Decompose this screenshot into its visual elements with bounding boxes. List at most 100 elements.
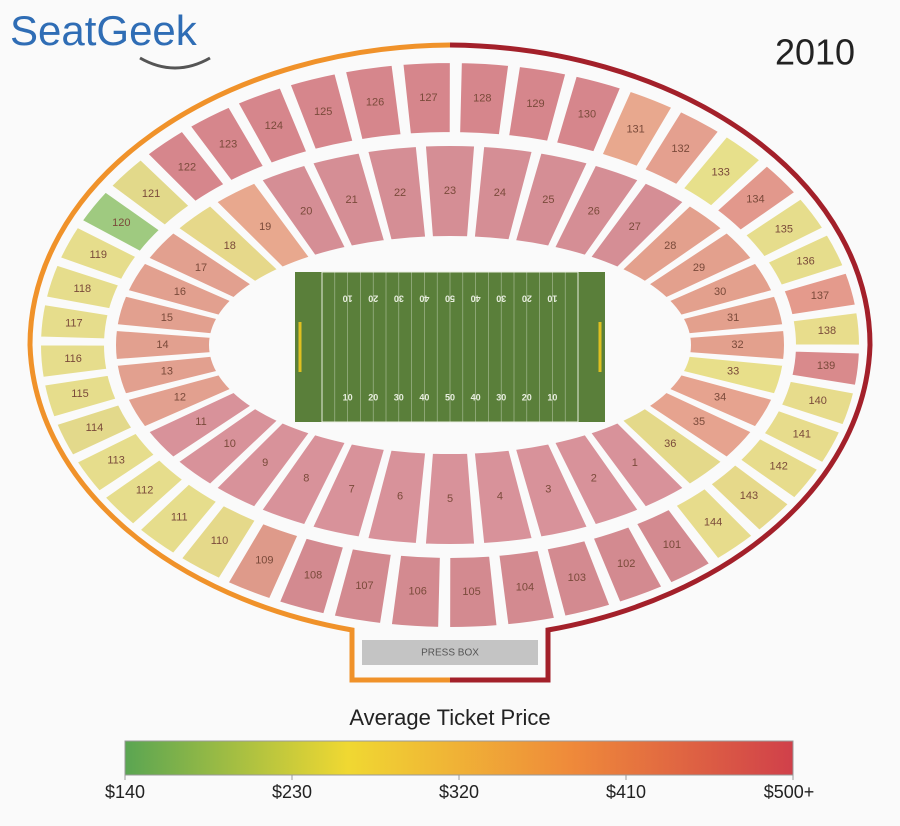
yard-number: 10: [547, 294, 557, 304]
section[interactable]: [179, 503, 258, 581]
section[interactable]: [681, 134, 762, 208]
section[interactable]: [472, 448, 534, 546]
section-label: 141: [793, 429, 811, 441]
section[interactable]: [591, 525, 664, 604]
section-label: 120: [112, 217, 130, 229]
section[interactable]: [688, 328, 786, 362]
section[interactable]: [552, 433, 641, 527]
section[interactable]: [762, 408, 842, 465]
section[interactable]: [401, 61, 452, 136]
section[interactable]: [545, 538, 612, 618]
section[interactable]: [332, 547, 394, 626]
section[interactable]: [366, 144, 428, 242]
section[interactable]: [366, 448, 428, 546]
section[interactable]: [146, 390, 254, 459]
section[interactable]: [259, 433, 348, 527]
press-box: [362, 640, 538, 665]
section[interactable]: [681, 354, 785, 396]
section[interactable]: [681, 294, 785, 336]
section-label: 8: [303, 472, 309, 484]
section[interactable]: [214, 421, 312, 509]
section-label: 29: [693, 262, 705, 274]
logo[interactable]: SeatGeek: [10, 7, 198, 54]
section-label: 3: [545, 484, 551, 496]
section-label: 112: [136, 484, 154, 496]
section[interactable]: [779, 379, 856, 427]
section[interactable]: [588, 181, 686, 269]
section[interactable]: [310, 151, 387, 248]
section[interactable]: [497, 548, 557, 627]
section[interactable]: [423, 144, 477, 239]
section-label: 18: [224, 240, 236, 252]
section[interactable]: [448, 554, 499, 629]
section[interactable]: [55, 403, 134, 457]
section[interactable]: [552, 163, 641, 257]
section[interactable]: [666, 261, 774, 317]
section[interactable]: [109, 157, 192, 227]
section[interactable]: [145, 129, 227, 204]
section[interactable]: [782, 271, 858, 317]
section[interactable]: [389, 553, 442, 629]
section[interactable]: [114, 328, 212, 362]
section[interactable]: [138, 482, 219, 556]
section[interactable]: [343, 63, 403, 142]
section-label: 115: [71, 388, 89, 400]
section[interactable]: [39, 303, 110, 341]
section-label: 127: [419, 92, 437, 104]
yard-number: 40: [419, 294, 429, 304]
section[interactable]: [126, 261, 234, 317]
section[interactable]: [115, 354, 219, 396]
section-label: 113: [107, 454, 125, 466]
section[interactable]: [513, 442, 590, 539]
section[interactable]: [259, 163, 348, 257]
section[interactable]: [236, 86, 309, 165]
section[interactable]: [642, 109, 721, 187]
section[interactable]: [588, 421, 686, 509]
section[interactable]: [673, 486, 755, 561]
section-label: 138: [818, 325, 836, 337]
section[interactable]: [226, 521, 300, 601]
section[interactable]: [634, 507, 712, 585]
section[interactable]: [126, 373, 234, 429]
section[interactable]: [766, 233, 845, 287]
section[interactable]: [42, 373, 118, 419]
section[interactable]: [472, 144, 534, 242]
section[interactable]: [738, 436, 820, 500]
section[interactable]: [791, 311, 861, 347]
section[interactable]: [103, 457, 185, 526]
section[interactable]: [310, 442, 387, 539]
section[interactable]: [288, 72, 355, 152]
section[interactable]: [458, 61, 511, 137]
section[interactable]: [708, 463, 791, 533]
section[interactable]: [214, 181, 312, 269]
section[interactable]: [176, 204, 280, 284]
section[interactable]: [743, 197, 825, 259]
section-label: 104: [516, 581, 534, 593]
section[interactable]: [176, 406, 280, 486]
section[interactable]: [513, 151, 590, 248]
section[interactable]: [646, 390, 754, 459]
yard-numbers: 10 10 20 20 30 30 40 40 50 50 40 40 30 30 20 20 10 10: [298, 272, 602, 422]
section[interactable]: [554, 74, 623, 154]
section-label: 114: [86, 422, 104, 434]
section[interactable]: [44, 263, 121, 311]
section[interactable]: [600, 89, 674, 169]
section[interactable]: [646, 231, 754, 300]
section[interactable]: [790, 349, 861, 387]
section[interactable]: [423, 451, 477, 546]
section[interactable]: [620, 406, 724, 486]
section[interactable]: [58, 225, 138, 282]
section[interactable]: [75, 431, 157, 493]
section[interactable]: [715, 164, 797, 233]
section[interactable]: [277, 536, 346, 616]
section[interactable]: [188, 105, 266, 183]
section[interactable]: [80, 190, 162, 254]
section-label: 7: [349, 484, 355, 496]
section[interactable]: [666, 373, 774, 429]
section[interactable]: [146, 231, 254, 300]
section[interactable]: [115, 294, 219, 336]
yard-number: 40: [471, 294, 481, 304]
section[interactable]: [506, 64, 568, 143]
section[interactable]: [39, 343, 109, 379]
section[interactable]: [620, 204, 724, 284]
